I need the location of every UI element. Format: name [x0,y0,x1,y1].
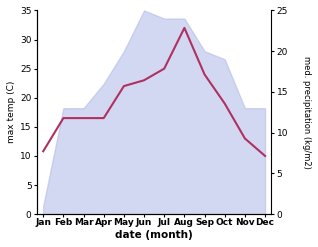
Y-axis label: max temp (C): max temp (C) [7,81,16,144]
Y-axis label: med. precipitation (kg/m2): med. precipitation (kg/m2) [302,56,311,169]
X-axis label: date (month): date (month) [115,230,193,240]
